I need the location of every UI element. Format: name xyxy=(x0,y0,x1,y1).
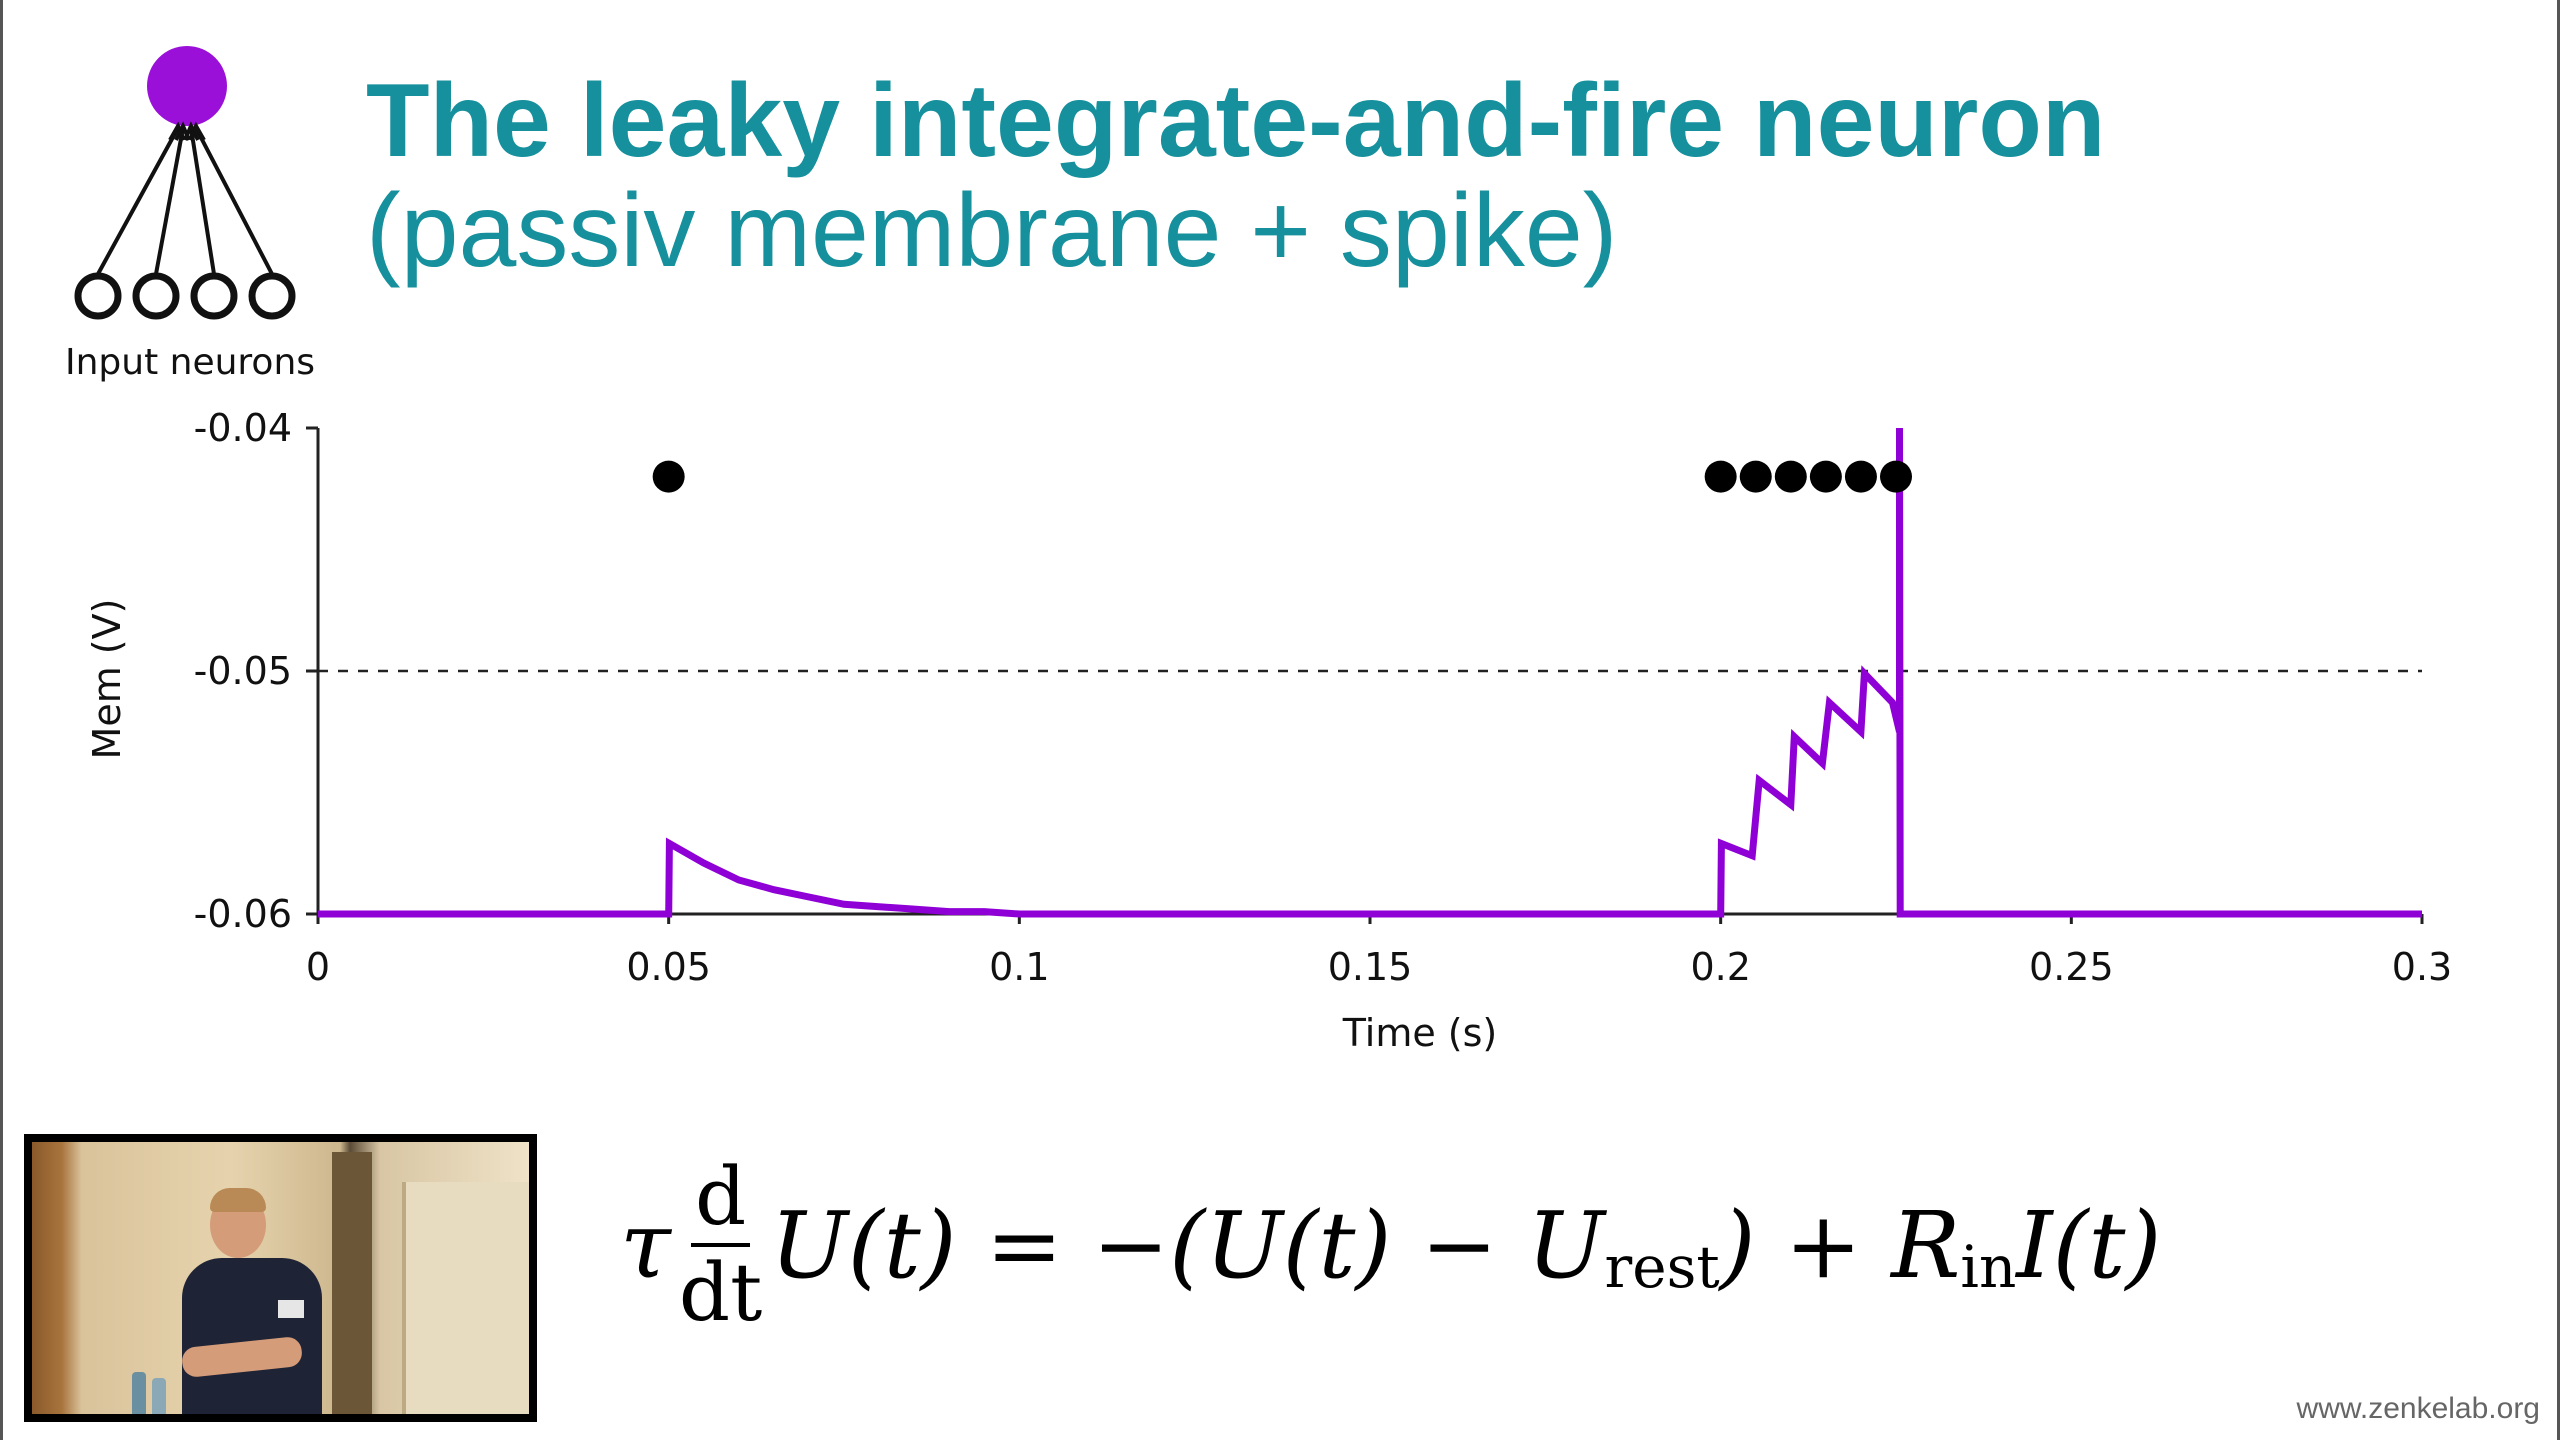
equation-rest-subscript: rest xyxy=(1604,1233,1720,1301)
input-spike-marker xyxy=(1774,460,1807,493)
input-network-diagram xyxy=(74,46,296,320)
synapse-line-2 xyxy=(154,127,185,275)
equation-tau: τ xyxy=(620,1191,671,1299)
membrane-trace-line xyxy=(318,427,2422,918)
output-neuron xyxy=(147,46,227,126)
x-tick-label: 0.15 xyxy=(1328,945,1413,989)
x-axis-label: Time (s) xyxy=(1342,1011,1498,1055)
y-tick-label: -0.05 xyxy=(194,649,292,693)
speaker-video-scene xyxy=(32,1142,529,1414)
right-frame-edge xyxy=(2557,0,2560,1440)
equation-lhs: U(t) = −(U(t) − U xyxy=(770,1191,1605,1299)
input-spike-marker xyxy=(652,460,685,493)
lif-equation: τ d dt U(t) = −(U(t) − U rest ) + R in I… xyxy=(620,1130,2161,1360)
synapse-line-3 xyxy=(189,127,216,275)
watermark-url: www.zenkelab.org xyxy=(2296,1392,2540,1425)
video-bottle xyxy=(152,1378,166,1414)
input-spike-marker xyxy=(1809,460,1842,493)
input-spike-marker xyxy=(1880,460,1912,493)
y-tick-label: -0.06 xyxy=(194,892,292,936)
speaker-body xyxy=(182,1258,322,1414)
input-neuron-4 xyxy=(248,272,296,320)
equation-in-subscript: in xyxy=(1960,1233,2017,1301)
slide-subtitle: (passiv membrane + spike) xyxy=(366,173,1618,289)
slide-title: The leaky integrate-and-fire neuron xyxy=(366,63,2106,179)
synapse-line-1 xyxy=(96,127,180,275)
equation-middle: ) + R xyxy=(1719,1191,1961,1299)
input-neuron-1 xyxy=(74,272,122,320)
equation-derivative-numerator: d xyxy=(690,1151,751,1247)
diagram-caption: Input neurons xyxy=(64,342,316,383)
equation-derivative-denominator: dt xyxy=(678,1246,763,1339)
x-tick-label: 0 xyxy=(306,945,330,989)
x-tick-label: 0.2 xyxy=(1690,945,1750,989)
left-frame-edge xyxy=(0,0,3,1440)
speaker-badge xyxy=(278,1300,304,1318)
y-axis-label: Mem (V) xyxy=(85,599,129,760)
membrane-potential-chart: 0 0.05 0.1 0.15 0.2 0.25 0.3 -0.06 -0.05 -0.04 Tim… xyxy=(85,406,2452,1055)
input-spike-marker xyxy=(1844,460,1877,493)
video-background-door xyxy=(332,1152,372,1414)
video-bottle xyxy=(132,1372,146,1414)
equation-derivative: d dt xyxy=(675,1151,766,1339)
speaker-video-thumbnail xyxy=(24,1134,537,1422)
input-spike-marker xyxy=(1739,460,1772,493)
input-spike-marker xyxy=(1704,460,1737,493)
x-tick-label: 0.25 xyxy=(2029,945,2114,989)
arrowhead-3 xyxy=(183,121,200,141)
input-neuron-3 xyxy=(190,272,238,320)
input-neuron-2 xyxy=(132,272,180,320)
speaker-hair xyxy=(210,1188,266,1212)
arrowhead-1 xyxy=(168,121,186,141)
video-background-panel xyxy=(402,1182,529,1414)
arrowhead-4 xyxy=(188,121,206,141)
y-tick-label: -0.04 xyxy=(194,406,292,450)
x-tick-label: 0.3 xyxy=(2392,945,2452,989)
synapse-line-4 xyxy=(194,127,274,275)
equation-rhs: I(t) xyxy=(2016,1191,2162,1299)
x-tick-label: 0.05 xyxy=(626,945,711,989)
x-tick-label: 0.1 xyxy=(989,945,1049,989)
